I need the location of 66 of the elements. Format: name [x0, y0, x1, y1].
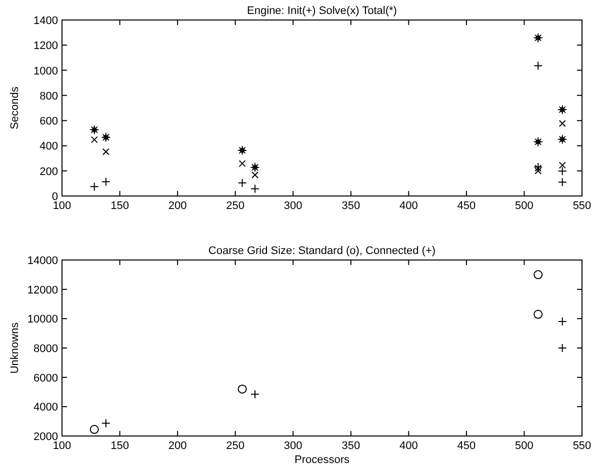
point: [90, 125, 100, 134]
point: [558, 134, 568, 144]
x-tick-label: 100: [52, 200, 72, 212]
y-axis-title: Unknowns: [9, 322, 21, 374]
point: [558, 104, 568, 114]
point: [533, 33, 543, 43]
x-tick-label: 500: [515, 200, 534, 212]
point: [238, 160, 246, 168]
y-tick-label: 14000: [27, 255, 58, 267]
point: [238, 146, 248, 156]
point: [251, 171, 258, 178]
x-tick-label: 250: [226, 440, 245, 452]
point: [90, 136, 98, 144]
point: [534, 164, 542, 172]
y-tick-label: 1000: [34, 65, 58, 78]
point: [90, 182, 99, 192]
x-tick-label: 150: [110, 440, 129, 452]
point: [101, 418, 110, 428]
x-tick-label: 200: [168, 200, 187, 212]
x-tick-label: 300: [284, 200, 302, 212]
point: [558, 162, 566, 169]
x-tick-label: 450: [457, 200, 476, 212]
point: [238, 384, 247, 394]
x-tick-label: 400: [399, 440, 418, 452]
point: [250, 162, 260, 172]
y-tick-label: 8000: [34, 343, 58, 355]
y-tick-label: 800: [40, 90, 58, 102]
point: [534, 310, 543, 319]
x-tick-label: 100: [52, 440, 72, 452]
y-tick-label: 1400: [34, 15, 58, 27]
x-tick-label: 350: [342, 440, 360, 452]
x-tick-label: 550: [572, 200, 592, 212]
point: [102, 148, 110, 156]
point: [250, 390, 260, 399]
y-axis-title: Seconds: [9, 86, 21, 130]
point: [250, 184, 260, 194]
x-axis-title: Processors: [294, 454, 350, 466]
point: [558, 166, 567, 176]
point: [533, 137, 543, 147]
x-tick-label: 150: [110, 200, 129, 212]
y-tick-label: 400: [40, 140, 58, 153]
y-tick-label: 4000: [34, 402, 58, 414]
point: [558, 120, 566, 127]
point: [558, 178, 567, 187]
point: [238, 178, 247, 188]
y-tick-label: 600: [40, 116, 58, 128]
x-tick-label: 550: [572, 440, 592, 452]
chart-title: Engine: Init(+) Solve(x) Total(*): [247, 5, 397, 17]
x-tick-label: 450: [457, 440, 476, 452]
x-tick-label: 200: [168, 440, 187, 452]
x-tick-label: 400: [399, 200, 418, 212]
point: [90, 424, 99, 434]
x-tick-label: 250: [226, 200, 245, 212]
point: [101, 132, 111, 142]
point: [101, 177, 110, 186]
x-tick-label: 350: [342, 200, 360, 212]
x-tick-label: 500: [515, 440, 534, 452]
point: [534, 61, 543, 70]
y-tick-label: 200: [40, 166, 58, 178]
chart-title: Coarse Grid Size: Standard (o), Connected (+): [208, 245, 436, 257]
y-tick-label: 1200: [34, 40, 58, 52]
x-tick-label: 300: [284, 440, 302, 452]
y-tick-label: 12000: [27, 284, 58, 296]
point: [534, 270, 543, 280]
y-tick-label: 10000: [27, 314, 58, 326]
y-tick-label: 6000: [34, 372, 58, 384]
